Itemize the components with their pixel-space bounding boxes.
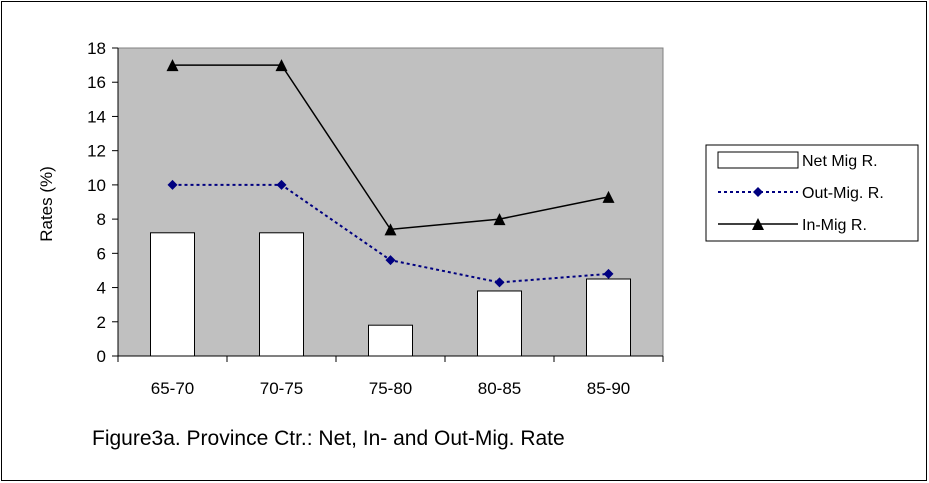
legend-swatch-net: [717, 151, 799, 169]
x-tick-label: 80-85: [478, 379, 521, 398]
in-mig-marker: [384, 223, 397, 236]
legend-label: In-Mig R.: [802, 217, 867, 234]
line-series: [166, 59, 615, 288]
x-tick-label: 70-75: [260, 379, 303, 398]
net-mig-bar: [477, 290, 522, 357]
in-mig-marker: [275, 59, 288, 72]
x-tick-label: 85-90: [587, 379, 630, 398]
legend-label: Net Mig R.: [802, 153, 878, 170]
out-mig-marker: [167, 179, 178, 190]
y-axis-title: Rates (%): [37, 166, 56, 242]
plot-area: [117, 47, 664, 357]
out-mig-marker: [494, 277, 505, 288]
y-tick-label: 6: [97, 244, 106, 263]
net-mig-bar: [259, 232, 304, 357]
x-tick-label: 65-70: [151, 379, 194, 398]
out-mig-marker: [276, 179, 287, 190]
out-mig-marker: [753, 187, 763, 197]
net-mig-bar: [586, 278, 631, 357]
in-mig-marker: [493, 213, 506, 226]
figure-caption: Figure3a. Province Ctr.: Net, In- and Ou…: [92, 427, 565, 450]
y-tick-label: 4: [97, 279, 106, 298]
out-mig-marker: [603, 268, 614, 279]
y-tick-label: 0: [97, 347, 106, 366]
y-tick-label: 10: [87, 176, 106, 195]
x-tick-label: 75-80: [369, 379, 412, 398]
legend: Net Mig R. Out-Mig. R. In-Mig R.: [705, 144, 919, 242]
y-axis: 0 2 4 6 8 10 12 14 16 18: [87, 39, 119, 366]
net-mig-bar: [368, 324, 413, 357]
y-tick-label: 2: [97, 313, 106, 332]
net-mig-bar: [150, 232, 195, 357]
y-tick-label: 14: [87, 107, 106, 126]
in-mig-marker: [166, 59, 179, 72]
in-mig-marker: [602, 190, 615, 203]
bar-series: [150, 232, 631, 357]
x-axis: 65-70 70-75 75-80 80-85 85-90: [117, 355, 664, 398]
y-tick-label: 12: [87, 142, 106, 161]
in-mig-marker: [752, 218, 764, 230]
y-tick-label: 8: [97, 210, 106, 229]
y-tick-label: 18: [87, 39, 106, 58]
y-tick-label: 16: [87, 73, 106, 92]
legend-label: Out-Mig. R.: [802, 185, 884, 202]
